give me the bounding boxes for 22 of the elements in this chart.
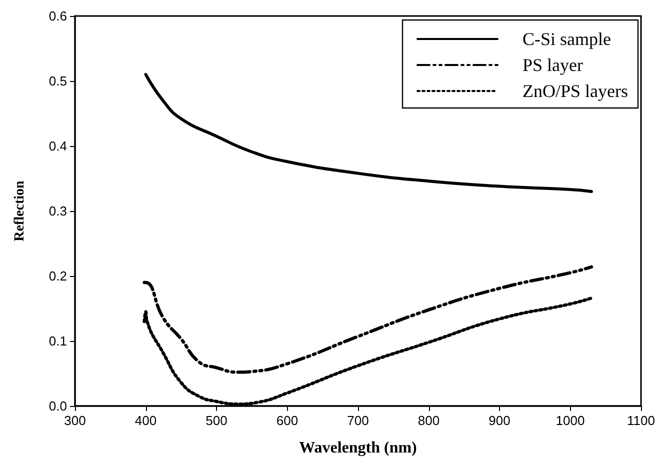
y-tick-label: 0.4 (48, 138, 67, 154)
y-tick-label: 0.0 (48, 398, 67, 414)
y-axis-title: Reflection (12, 180, 28, 242)
y-tick-label: 0.3 (48, 204, 67, 218)
x-tick-label: 1100 (627, 413, 655, 428)
x-tick-label: 700 (347, 413, 369, 428)
y-tick-label: 0.6 (48, 8, 67, 24)
legend-label: PS layer (522, 55, 584, 75)
x-tick-label: 900 (488, 413, 510, 428)
x-tick-label: 800 (418, 413, 440, 428)
x-tick-label: 1000 (556, 413, 585, 428)
y-tick-label: 0.2 (48, 268, 67, 284)
y-tick-label: 0.1 (48, 334, 67, 348)
x-tick-label: 300 (64, 413, 86, 428)
legend-label: C-Si sample (522, 29, 612, 49)
x-tick-label: 500 (206, 413, 228, 428)
x-axis-title: Wavelength (nm) (299, 440, 417, 456)
y-tick-label: 0.5 (48, 74, 67, 88)
x-tick-label: 600 (276, 413, 298, 428)
line-series (142, 265, 594, 374)
x-tick-label: 400 (134, 413, 157, 428)
legend-label: ZnO/PS layers (522, 81, 628, 101)
